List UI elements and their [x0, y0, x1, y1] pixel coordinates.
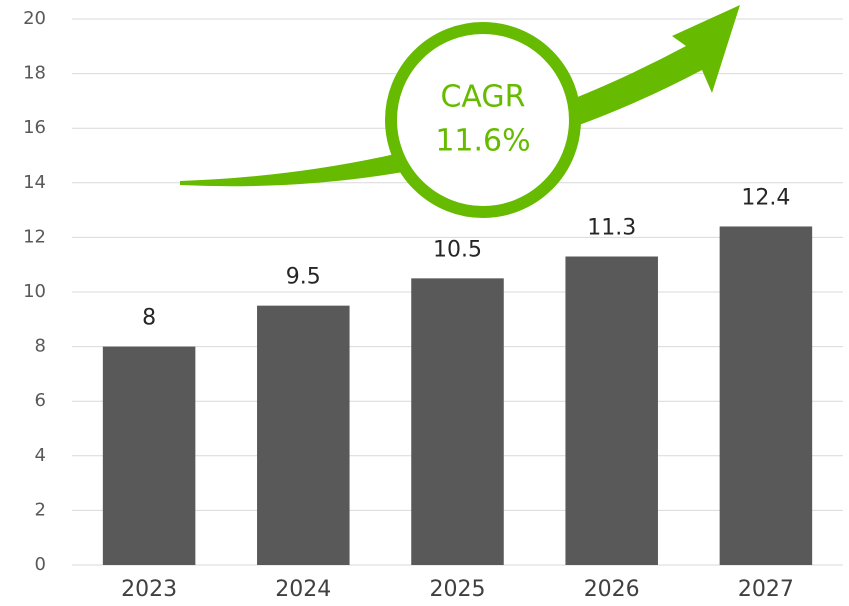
- x-tick-label: 2027: [738, 577, 794, 602]
- y-tick-label: 0: [35, 554, 46, 575]
- cagr-label: CAGR: [440, 80, 525, 115]
- chart: 02468101214161820 2023820249.5202510.520…: [0, 0, 849, 606]
- cagr-annotation: CAGR 11.6%: [180, 5, 740, 212]
- value-label: 9.5: [286, 265, 321, 290]
- bar: [720, 226, 813, 565]
- cagr-circle: [391, 28, 575, 212]
- bars: 2023 8 2024 9.5 2025 10.5 2026 11.3 2027 12.4: [103, 185, 812, 602]
- y-tick-label: 20: [23, 8, 46, 29]
- value-label: 10.5: [433, 237, 482, 262]
- x-tick-label: 2026: [584, 577, 640, 602]
- x-tick-label: 2023: [121, 577, 177, 602]
- y-tick-label: 4: [35, 445, 46, 466]
- value-label: 11.3: [587, 216, 636, 241]
- y-tick-label: 18: [23, 63, 46, 84]
- value-label: 8: [142, 306, 156, 331]
- y-tick-label: 6: [35, 390, 46, 411]
- cagr-value: 11.6%: [435, 124, 530, 159]
- bar: [565, 257, 658, 565]
- x-tick-label: 2025: [430, 577, 486, 602]
- bar: [257, 306, 350, 565]
- y-tick-label: 14: [23, 172, 46, 193]
- y-tick-label: 8: [35, 336, 46, 357]
- bar: [103, 347, 196, 565]
- bar: [411, 278, 504, 565]
- y-tick-label: 16: [23, 117, 46, 138]
- y-tick-label: 2: [35, 499, 46, 520]
- y-tick-label: 10: [23, 281, 46, 302]
- x-tick-label: 2024: [275, 577, 331, 602]
- value-label: 12.4: [741, 185, 790, 210]
- y-tick-label: 12: [23, 226, 46, 247]
